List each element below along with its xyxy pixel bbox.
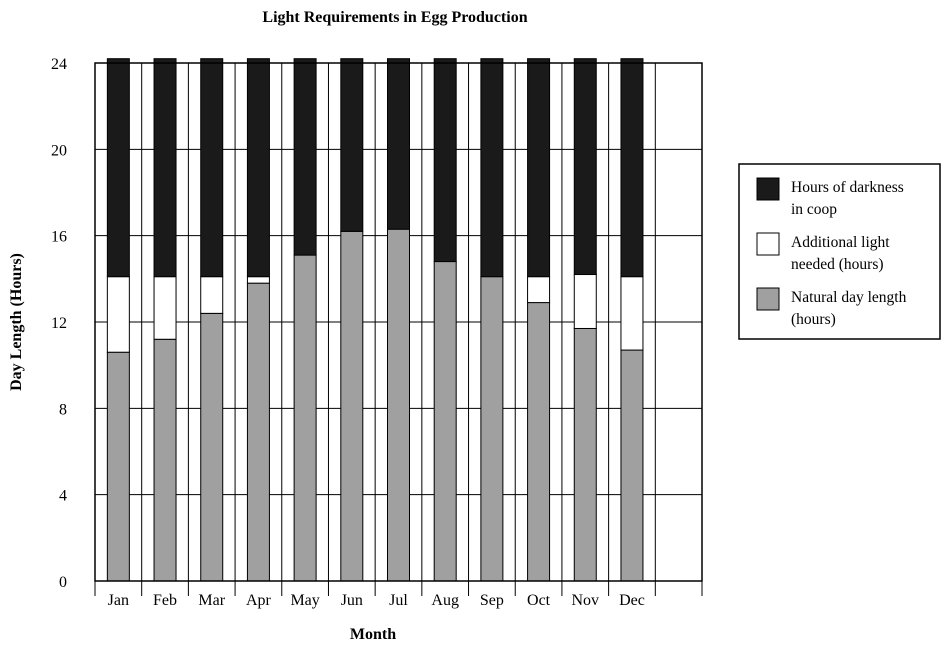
bar-segment xyxy=(480,58,504,278)
legend-label: (hours) xyxy=(791,311,836,328)
bar-segment xyxy=(527,276,551,304)
y-tick-label: 16 xyxy=(51,229,67,246)
y-tick-label: 8 xyxy=(59,401,67,418)
x-tick-label: Oct xyxy=(527,592,551,609)
bar-segment xyxy=(480,276,504,582)
legend-label: Additional light xyxy=(791,234,890,251)
legend-label: Hours of darkness xyxy=(791,179,904,196)
bar-segment xyxy=(246,58,270,278)
bar-segment xyxy=(620,349,644,582)
x-tick-label: Dec xyxy=(619,592,645,609)
x-tick-label: Apr xyxy=(246,592,272,609)
y-tick-label: 12 xyxy=(51,315,67,332)
bar-segment xyxy=(153,58,177,278)
bar-segment xyxy=(293,254,317,582)
bar-segment xyxy=(340,58,364,232)
y-tick-label: 24 xyxy=(51,56,67,73)
x-tick-label: Jul xyxy=(389,592,408,609)
legend-swatch xyxy=(756,287,780,311)
x-tick-label: May xyxy=(290,592,319,609)
bar-segment xyxy=(106,351,130,582)
bar-segment xyxy=(200,276,224,314)
bar-segment xyxy=(573,274,597,329)
bar-segment xyxy=(433,58,457,263)
bar-segment xyxy=(246,276,270,284)
bar-segment xyxy=(527,302,551,582)
x-tick-labels: Jan Feb Mar Apr May Jun Jul Aug Sep Oct Nov Dec xyxy=(108,592,645,609)
bar-segment xyxy=(573,58,597,276)
bar-segment xyxy=(527,58,551,278)
bar-segment xyxy=(106,58,130,278)
legend-swatch xyxy=(756,232,780,256)
legend-label: Natural day length xyxy=(791,289,907,306)
legend-label: in coop xyxy=(791,201,837,218)
plot-frame xyxy=(94,62,703,582)
chart-title: Light Requirements in Egg Production xyxy=(262,9,527,26)
bar-segment xyxy=(387,58,410,230)
legend-swatch xyxy=(756,177,780,201)
bar-segment xyxy=(433,261,457,582)
bar-segment xyxy=(106,276,130,353)
bar-segment xyxy=(620,58,644,278)
bar-segment xyxy=(620,276,644,351)
y-tick-label: 20 xyxy=(51,142,67,159)
x-tick-label: Jun xyxy=(341,592,363,609)
bar-segment xyxy=(573,327,597,582)
y-tick-label: 4 xyxy=(59,488,67,505)
x-tick-label: Aug xyxy=(431,592,459,609)
x-tick-label: Feb xyxy=(153,592,177,609)
x-axis-label: Month xyxy=(350,626,396,643)
y-axis-label: Day Length (Hours) xyxy=(8,253,25,391)
x-tick-label: Nov xyxy=(571,592,599,609)
x-tick-label: Mar xyxy=(198,592,225,609)
bar-segment xyxy=(293,58,317,256)
legend-label: needed (hours) xyxy=(791,256,884,273)
bar-segment xyxy=(340,230,364,582)
bar-segment xyxy=(200,58,224,278)
legend: Hours of darkness in coop Additional light… xyxy=(738,163,941,340)
y-tick-label: 0 xyxy=(59,574,67,591)
grid-lines xyxy=(94,63,703,596)
bar-segment xyxy=(246,282,270,582)
bar-segment xyxy=(153,338,177,582)
bar-segment xyxy=(387,228,410,582)
x-tick-label: Sep xyxy=(480,592,504,609)
y-tick-labels: 0 4 8 12 16 20 24 xyxy=(51,56,67,591)
bar-segment xyxy=(153,276,177,340)
bar-segment xyxy=(200,312,224,582)
x-tick-label: Jan xyxy=(108,592,129,609)
